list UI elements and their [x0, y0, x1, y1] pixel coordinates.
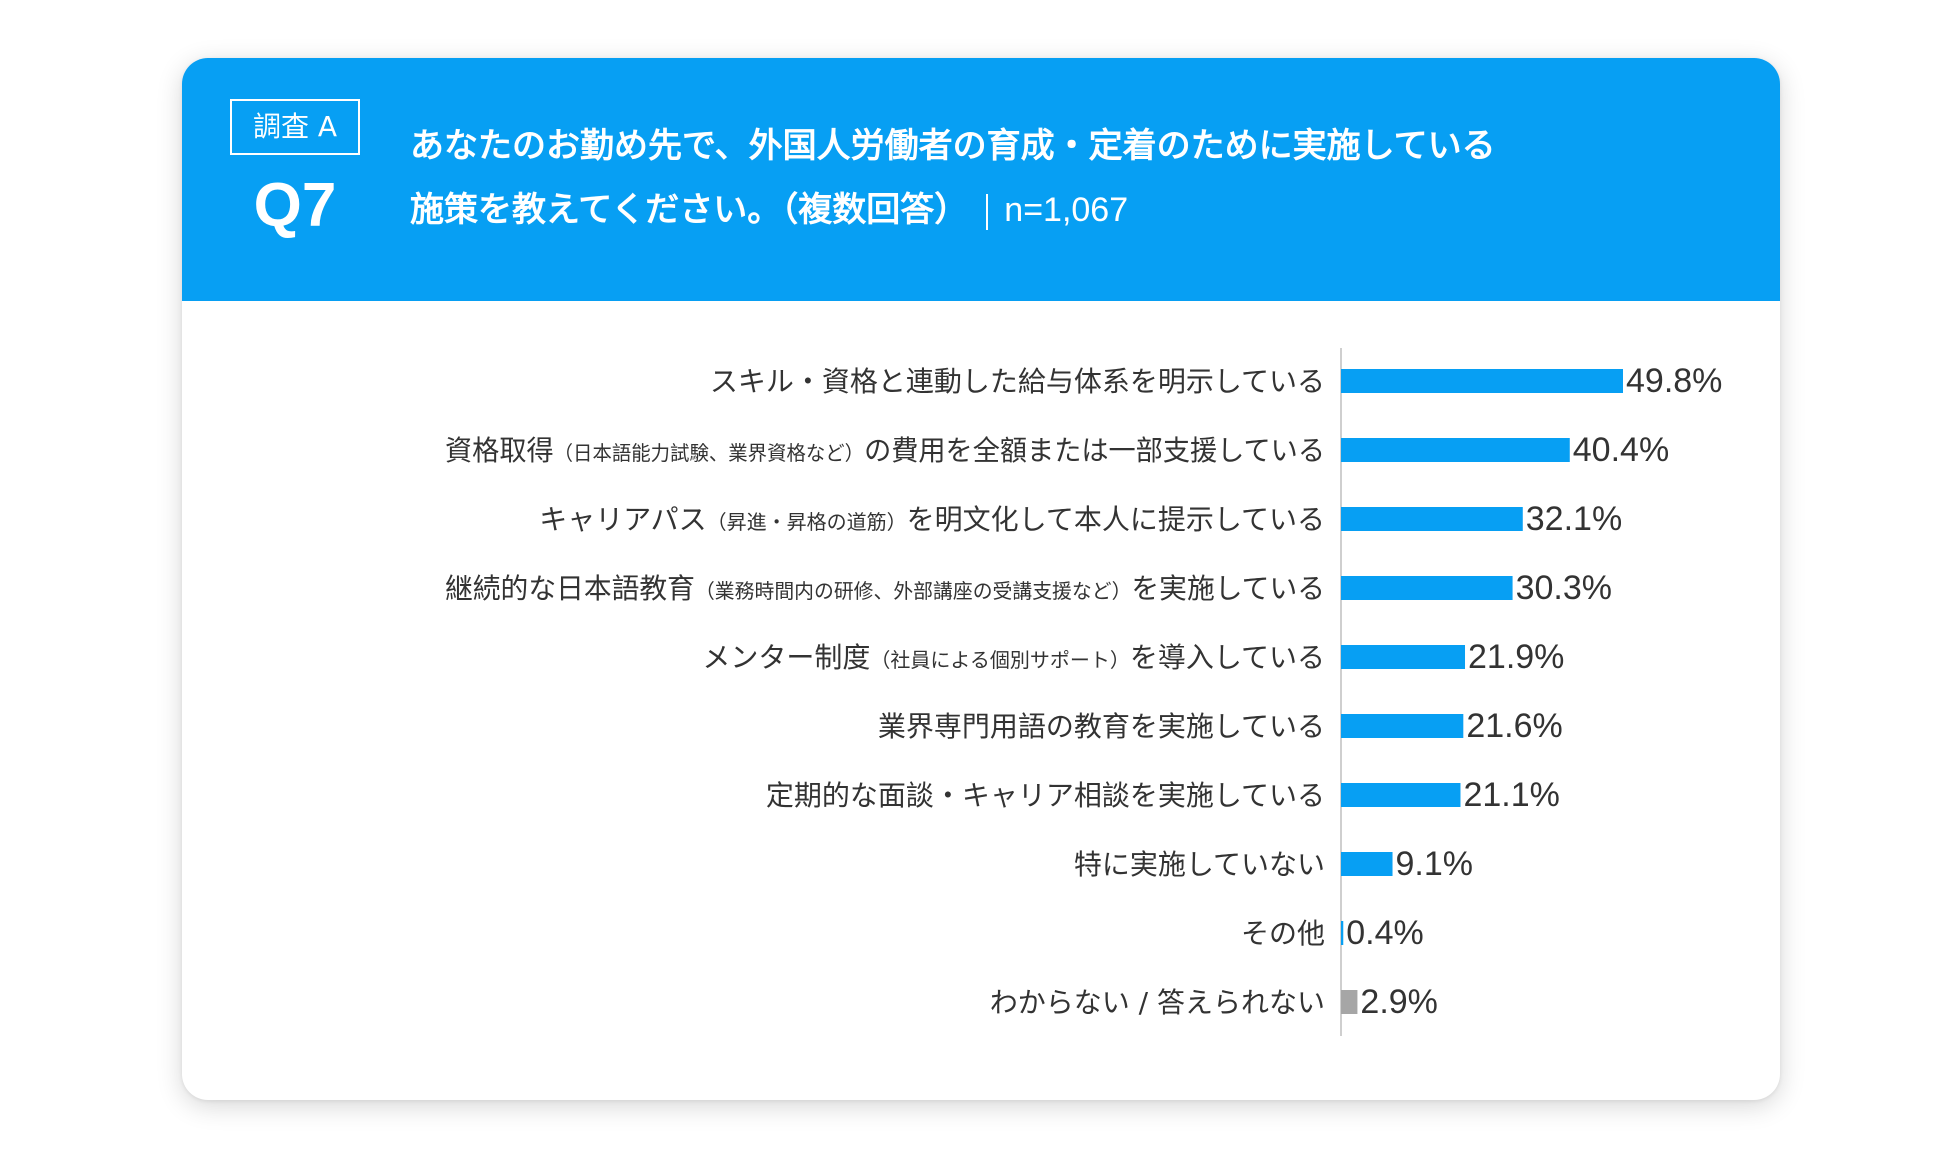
category-label: 特に実施していない — [1074, 848, 1325, 881]
bar — [1341, 645, 1466, 669]
bar — [1341, 576, 1513, 600]
bar — [1341, 369, 1623, 393]
data-label: 49.8% — [1626, 362, 1722, 400]
data-label: 21.6% — [1466, 707, 1562, 745]
category-label-part: 業界専門用語の教育を実施している — [878, 710, 1325, 743]
category-label-part: を導入している — [1130, 641, 1325, 674]
category-label: 定期的な面談・キャリア相談を実施している — [766, 779, 1325, 812]
category-label-part: の費用を全額または一部支援している — [864, 434, 1325, 467]
sample-size: n=1,067 — [1004, 191, 1129, 229]
category-label-note: （業務時間内の研修、外部講座の受講支援など） — [695, 579, 1131, 603]
data-label: 40.4% — [1573, 431, 1669, 469]
category-label-part: メンター制度 — [702, 641, 870, 674]
bar — [1341, 783, 1461, 807]
category-label-part: 特に実施していない — [1074, 848, 1325, 881]
category-label-part: わからない / 答えられない — [990, 986, 1325, 1019]
question-text-line2: 施策を教えてください。（複数回答） n=1,067 — [410, 186, 1128, 234]
category-label: わからない / 答えられない — [990, 986, 1325, 1019]
survey-badge: 調査 A — [230, 99, 360, 155]
data-label: 21.1% — [1463, 776, 1559, 814]
bar — [1341, 714, 1464, 738]
question-number: Q7 — [253, 171, 337, 240]
bar — [1341, 507, 1523, 531]
category-label-note: （昇進・昇格の道筋） — [707, 510, 907, 534]
separator — [986, 193, 989, 230]
data-label: 32.1% — [1526, 500, 1622, 538]
category-label: キャリアパス（昇進・昇格の道筋）を明文化して本人に提示している — [539, 503, 1325, 536]
category-label: 資格取得（日本語能力試験、業界資格など）の費用を全額または一部支援している — [445, 434, 1325, 467]
data-label: 0.4% — [1346, 914, 1424, 952]
bar — [1341, 852, 1393, 876]
category-label: 業界専門用語の教育を実施している — [878, 710, 1325, 743]
category-label: 継続的な日本語教育（業務時間内の研修、外部講座の受講支援など）を実施している — [445, 572, 1325, 605]
category-label-part: を明文化して本人に提示している — [907, 503, 1325, 536]
category-label: その他 — [1241, 917, 1325, 950]
category-label-part: 継続的な日本語教育 — [445, 572, 695, 605]
bar — [1341, 438, 1570, 462]
category-label-part: キャリアパス — [539, 503, 706, 536]
category-label-part: 定期的な面談・キャリア相談を実施している — [766, 779, 1325, 812]
category-label-part: スキル・資格と連動した給与体系を明示している — [710, 365, 1325, 398]
data-label: 21.9% — [1468, 638, 1564, 676]
category-label-note: （日本語能力試験、業界資格など） — [554, 441, 864, 465]
data-label: 2.9% — [1360, 983, 1438, 1021]
question-text-line2-main: 施策を教えてください。（複数回答） — [410, 190, 969, 230]
bar — [1341, 990, 1358, 1014]
question-header: 調査 A Q7 あなたのお勤め先で、外国人労働者の育成・定着のために実施している… — [182, 58, 1780, 301]
question-text-line1: あなたのお勤め先で、外国人労働者の育成・定着のために実施している — [410, 126, 1496, 166]
category-label: メンター制度（社員による個別サポート）を導入している — [702, 641, 1325, 674]
category-label: スキル・資格と連動した給与体系を明示している — [710, 365, 1325, 398]
category-label-note: （社員による個別サポート） — [870, 648, 1129, 672]
data-label: 9.1% — [1396, 845, 1474, 883]
bar — [1341, 921, 1344, 945]
data-label: 30.3% — [1516, 569, 1612, 607]
category-label-part: 資格取得 — [445, 434, 554, 467]
survey-card: 調査 A Q7 あなたのお勤め先で、外国人労働者の育成・定着のために実施している… — [182, 58, 1780, 1100]
category-label-part: を実施している — [1131, 572, 1325, 605]
category-label-part: その他 — [1241, 917, 1325, 950]
